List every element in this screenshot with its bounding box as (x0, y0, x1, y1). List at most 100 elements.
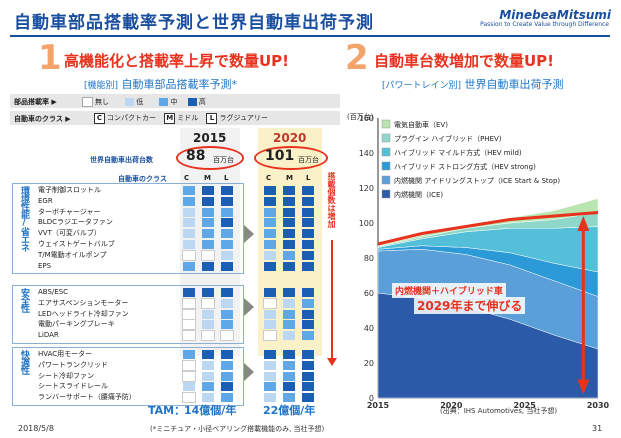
rate-cell-2020 (264, 309, 276, 319)
rate-cell-2020 (283, 240, 295, 249)
component-row-label: シート冷却ファン (38, 371, 94, 380)
col-head-2015-m: M (204, 174, 211, 182)
legend-swatch (381, 161, 391, 171)
group-label-env: 環境性能/省エネ (19, 186, 29, 251)
rate-cell-2015 (221, 393, 233, 403)
company-logo: MinebeaMitsumi (499, 8, 611, 22)
chart-source: (出典：IHS Automotives, 当社予想) (440, 407, 558, 415)
rate-cell-2015 (183, 382, 195, 392)
ship-2015-unit: 百万台 (213, 156, 234, 164)
component-row-label: LiDAR (38, 331, 59, 340)
component-row-label: HVAC用モーター (38, 350, 93, 358)
page-title: 自動車部品搭載率予測と世界自動車出荷予測 (14, 13, 374, 33)
class-key-m: M (164, 113, 176, 124)
rate-cell-2015 (182, 359, 196, 371)
left-section-subtitle: [機能別] 自動車部品搭載率予測* (84, 76, 237, 92)
rate-cell-2015 (183, 350, 195, 359)
rate-cell-2020 (302, 240, 314, 249)
right-subtitle-text: 世界自動車出荷予測 (464, 78, 564, 91)
shipment-area-chart: 0 20 40 60 80 100 120 140 160 2015 2020 2025 2030 電気自… (359, 114, 610, 410)
rate-cell-2015 (202, 218, 214, 228)
ship-2020-unit: 百万台 (298, 156, 319, 164)
y-tick-label: 80 (364, 254, 374, 263)
component-row-label: LEDヘッドライト冷却ファン (38, 309, 129, 318)
group-frame (12, 347, 244, 406)
class-key-c: C (94, 113, 105, 124)
rate-cell-2020 (283, 207, 295, 217)
y-tick-label: 120 (359, 184, 374, 193)
rate-cell-2015 (221, 240, 233, 249)
rate-cell-2015 (202, 393, 214, 403)
legend-entry: ハイブリッド ストロング方式（HEV strong) (394, 162, 536, 171)
class-label: 自動車のクラス ▶ (14, 115, 71, 123)
rate-cell-2020 (302, 309, 314, 319)
chart-annotation-2: 2029年まで伸びる (414, 297, 526, 314)
rate-cell-2020 (302, 288, 314, 297)
y-tick-label: 140 (359, 149, 374, 158)
component-row-label: ランバーサポート（腰痛予防） (38, 393, 136, 402)
shipment-label: 世界自動車出荷台数 (90, 156, 153, 164)
rate-cell-2015 (202, 309, 214, 319)
group-frame (12, 285, 244, 344)
left-section-title: 高機能化と搭載率上昇で数量UP! (64, 52, 290, 70)
rate-cell-2020 (264, 261, 276, 271)
rate-cell-2015 (221, 229, 233, 239)
rate-cell-2020 (283, 360, 295, 370)
ship-2020-value: 101 (265, 148, 295, 164)
component-row-label: VVT（可変バルブ） (38, 229, 101, 238)
arrow-group-1 (244, 225, 254, 243)
rate-cell-2020 (283, 250, 295, 260)
rate-cell-2020 (302, 320, 314, 330)
group-label-comfort: 快適性 (19, 350, 29, 374)
legend-entry: 電気自動車（EV) (394, 120, 448, 129)
page-number: 31 (592, 424, 603, 433)
arrow-head-down (577, 379, 590, 395)
year-2020: 2020 (273, 131, 307, 145)
right-subtitle-bracket: [パワートレイン別] (382, 81, 462, 91)
rate-cell-2015 (202, 229, 214, 239)
rate-cell-2020 (302, 186, 314, 195)
rate-cell-2020 (264, 371, 276, 381)
class-key-l: L (206, 113, 218, 124)
component-row-label: ABS/ESC (38, 288, 69, 296)
col-head-2015-l: L (224, 174, 229, 182)
tam-2020: 22億個/年 (263, 404, 316, 417)
rate-cell-2015 (201, 330, 215, 342)
ship-2015-value: 88 (186, 148, 206, 164)
rate-cell-2020 (264, 186, 276, 195)
rate-cell-2020 (264, 207, 276, 217)
rate-cell-2015 (202, 382, 214, 392)
rate-cell-2015 (183, 196, 195, 206)
rate-cell-2020 (283, 309, 295, 319)
rate-cell-2015 (221, 261, 233, 271)
rate-cell-2015 (182, 249, 196, 261)
rate-cell-2015 (221, 309, 233, 319)
rate-cell-2020 (283, 371, 295, 381)
rate-cell-2015 (183, 218, 195, 228)
class-middle-label: ミドル (177, 114, 199, 122)
rate-cell-2015 (202, 261, 214, 271)
rate-cell-2015 (221, 298, 233, 308)
rate-cell-2020 (302, 250, 314, 260)
header-divider (10, 35, 610, 37)
rate-cell-2020 (302, 229, 314, 239)
rate-cell-2020 (263, 330, 277, 342)
x-tick-label: 2025 (514, 401, 537, 410)
y-tick-label: 20 (364, 359, 374, 368)
left-subtitle-bracket: [機能別] (84, 81, 119, 91)
rate-cell-2020 (283, 186, 295, 195)
component-row-label: T/M電動オイルポンプ (38, 250, 107, 259)
legend-swatch-high (187, 98, 197, 106)
rate-cell-2015 (202, 350, 214, 359)
rate-cell-2020 (264, 196, 276, 206)
rate-cell-2020 (283, 261, 295, 271)
rate-cell-2020 (283, 382, 295, 392)
left-subtitle-text: 自動車部品搭載率予測* (121, 78, 238, 91)
rate-cell-2020 (264, 360, 276, 370)
rate-cell-2015 (182, 308, 196, 320)
rate-cell-2020 (283, 298, 295, 308)
legend-swatch (381, 119, 391, 129)
rate-cell-2020 (302, 382, 314, 392)
rate-cell-2020 (264, 382, 276, 392)
rate-cell-2015 (202, 288, 214, 297)
